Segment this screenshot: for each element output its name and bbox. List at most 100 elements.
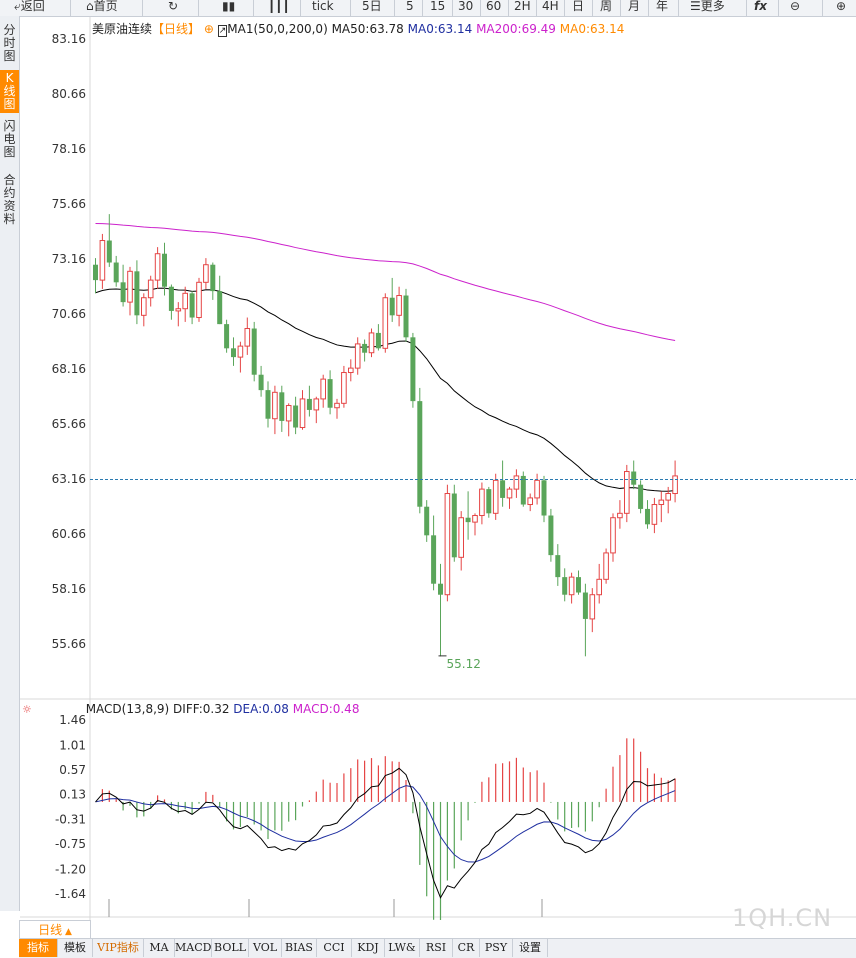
indicator-tab-5[interactable]: BOLL xyxy=(212,939,249,957)
chart-type-button[interactable]: ▮▮ xyxy=(222,0,235,16)
indicator-tab-9[interactable]: KDJ xyxy=(352,939,385,957)
price-tick: 58.16 xyxy=(52,582,86,596)
candle-body xyxy=(320,378,326,400)
period-60m[interactable]: 60 xyxy=(486,0,502,13)
period-selector[interactable]: 日线 ▲ xyxy=(19,920,91,939)
candle-body xyxy=(438,583,443,595)
candle-body xyxy=(410,337,416,402)
candle-body xyxy=(362,343,368,353)
period-15m[interactable]: 15 xyxy=(430,0,446,13)
period-4h[interactable]: 4H xyxy=(542,0,559,13)
candle-body xyxy=(120,282,126,303)
zoom-in-button[interactable]: ⊕ xyxy=(836,0,846,16)
candle-body xyxy=(182,292,188,310)
period-month[interactable]: 月 xyxy=(628,0,641,13)
macd-tick: -1.64 xyxy=(55,887,86,901)
macd-lines xyxy=(95,767,676,899)
tab-contract-info-label: 合约资料 xyxy=(3,173,16,226)
formula-button[interactable]: fx xyxy=(754,0,767,13)
kline-chart[interactable]: 83.16 80.66 78.16 75.66 73.16 70.66 68.16 65.66… xyxy=(20,17,856,920)
candle-body xyxy=(500,480,506,498)
price-tick: 70.66 xyxy=(52,307,86,321)
candle-body xyxy=(645,508,650,525)
side-tabs: 分时图 K线图 闪电图 合约资料 xyxy=(0,16,20,911)
settings-icon[interactable]: ⊕ xyxy=(203,22,214,36)
tab-flash[interactable]: 闪电图 xyxy=(0,120,19,159)
candle-body xyxy=(279,392,285,421)
tick-button[interactable]: tick xyxy=(312,0,334,13)
candle-body xyxy=(665,493,672,501)
sun-icon[interactable]: ☼ xyxy=(22,703,32,716)
candle-body xyxy=(382,297,389,349)
indicator-tab-4[interactable]: MACD xyxy=(175,939,212,957)
price-tick: 55.66 xyxy=(52,637,86,651)
candle-body xyxy=(162,253,167,287)
period-5m[interactable]: 5 xyxy=(406,0,414,13)
period-week[interactable]: 周 xyxy=(600,0,613,13)
bar-chart-icon: ▮▮ xyxy=(222,0,236,13)
indicator-tab-0[interactable]: 指标 xyxy=(19,939,58,957)
period-selector-label: 日线 xyxy=(38,923,63,937)
candle-body xyxy=(354,343,361,369)
candle-body xyxy=(624,471,630,514)
period-30m[interactable]: 30 xyxy=(458,0,474,13)
candle-body xyxy=(285,405,292,422)
candle-body xyxy=(417,401,423,507)
tab-kline[interactable]: K线图 xyxy=(0,70,19,113)
candle-body xyxy=(196,281,202,319)
candle-body xyxy=(651,504,658,525)
candle-body xyxy=(251,328,257,375)
indicator-tab-14[interactable]: 设置 xyxy=(513,939,548,957)
indicator-tab-3[interactable]: MA xyxy=(144,939,175,957)
indicator-tab-11[interactable]: RSI xyxy=(420,939,453,957)
candle-body xyxy=(299,398,306,429)
candle-body xyxy=(576,577,581,593)
indicator-tab-8[interactable]: CCI xyxy=(317,939,352,957)
tab-intraday-label: 分时图 xyxy=(3,23,16,63)
candle-body xyxy=(562,577,568,595)
period-5d[interactable]: 5日 xyxy=(362,0,382,13)
price-tick: 80.66 xyxy=(52,87,86,101)
period-tag[interactable]: 【日线】 xyxy=(152,22,201,36)
candle-body xyxy=(610,517,616,554)
indicator-tab-2[interactable]: VIP指标 xyxy=(93,939,144,957)
macd-tick: 1.01 xyxy=(59,738,86,752)
indicator-tab-1[interactable]: 模板 xyxy=(58,939,93,957)
candle-body xyxy=(313,398,320,411)
tab-intraday[interactable]: 分时图 xyxy=(0,24,19,63)
back-button[interactable]: ⤶返回 xyxy=(14,0,45,13)
indicator-tab-10[interactable]: LW& xyxy=(385,939,420,957)
candle-body xyxy=(403,295,409,338)
indicator-icon[interactable]: ↗ xyxy=(217,25,228,37)
candle-body xyxy=(589,594,596,620)
candle-body xyxy=(99,240,106,281)
candle-body xyxy=(127,270,133,303)
candle-body xyxy=(486,489,492,514)
indicator-tab-7[interactable]: BIAS xyxy=(282,939,317,957)
ma200-line xyxy=(95,222,676,341)
candle-body xyxy=(389,297,395,316)
indicator-tab-6[interactable]: VOL xyxy=(249,939,282,957)
candle-body xyxy=(154,253,161,281)
candle-body xyxy=(189,293,195,318)
period-year[interactable]: 年 xyxy=(656,0,669,13)
top-toolbar: ⤶返回 ⌂首页 ↻ ▮▮ ┃┃┃ tick 5日 5 15 30 60 2H 4… xyxy=(0,0,856,17)
zoom-out-button[interactable]: ⊖ xyxy=(790,0,800,16)
candle-body xyxy=(237,345,244,358)
price-tick: 68.16 xyxy=(52,362,86,376)
macd-tick: 0.13 xyxy=(59,788,86,802)
more-button[interactable]: ☰更多 xyxy=(690,0,725,13)
macd-value: MACD:0.48 xyxy=(292,702,360,716)
indicator-tab-12[interactable]: CR xyxy=(453,939,480,957)
tab-contract-info[interactable]: 合约资料 xyxy=(0,174,19,226)
home-button[interactable]: ⌂首页 xyxy=(86,0,118,13)
candle-body xyxy=(368,332,375,354)
tab-kline-label: K线图 xyxy=(3,71,16,111)
candle-button[interactable]: ┃┃┃ xyxy=(268,0,290,16)
period-2h[interactable]: 2H xyxy=(514,0,531,13)
indicator-tab-13[interactable]: PSY xyxy=(480,939,513,957)
candle-body xyxy=(141,297,147,316)
refresh-button[interactable]: ↻ xyxy=(168,0,178,16)
candle-body xyxy=(147,279,154,299)
period-day[interactable]: 日 xyxy=(572,0,585,13)
